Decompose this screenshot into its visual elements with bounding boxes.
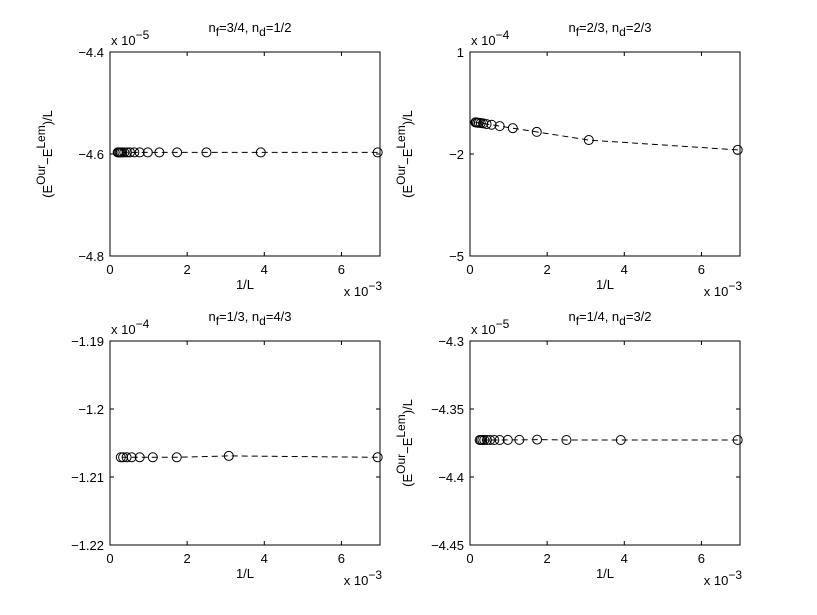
panel-3-data-point: [126, 452, 137, 463]
panel-1-data-point: [134, 147, 145, 158]
panel-4-y-tick-label: −4.45: [431, 538, 464, 553]
panel-3-y-tick-label: −1.2: [78, 402, 104, 417]
panel-3-data-point: [147, 452, 158, 463]
panel-1-x-tick-label: 2: [184, 262, 191, 277]
panel-3-y-tick-label: −1.22: [71, 538, 104, 553]
panel-1-x-multiplier: x 10−3: [344, 279, 383, 299]
panel-4-data-point: [481, 435, 492, 446]
panel-4-title: nf=1/4, nd=3/2: [568, 309, 651, 328]
panel-3-x-tick-label: 6: [338, 551, 345, 566]
panel-4-data-point: [732, 435, 743, 446]
panel-3-x-tick-label: 2: [184, 551, 191, 566]
panel-1-x-axis-label: 1/L: [236, 277, 254, 292]
panel-1-data-point: [172, 147, 183, 158]
panel-1-y-tick-label: −4.6: [78, 147, 104, 162]
panel-3-y-tick-label: −1.19: [71, 334, 104, 349]
panel-1-data-point: [112, 147, 123, 158]
panel-3-series-line: [120, 455, 378, 458]
panel-1-data-point: [255, 147, 266, 158]
panel-4-x-tick-label: 2: [544, 551, 551, 566]
panel-4-x-tick-label: 0: [466, 551, 473, 566]
panel-4-y-tick-label: −4.35: [431, 402, 464, 417]
panel-2-y-tick-label: −5: [449, 249, 464, 264]
panel-2-data-point: [583, 135, 594, 146]
panel-3: 0 2 4 6 −1.19 −1.2 −1.21 −1.22 x 10−4 x 10−3 1/L nf…: [71, 309, 383, 588]
panel-4-x-tick-label: 4: [621, 551, 628, 566]
panel-1-y-tick-label: −4.8: [78, 249, 104, 264]
panel-4-y-tick-label: −4.4: [438, 470, 464, 485]
panel-4-data-point: [502, 434, 513, 445]
panel-2-data-point: [531, 126, 542, 137]
panel-2-x-multiplier: x 10−3: [704, 279, 743, 299]
panel-4-data-point: [532, 434, 543, 445]
panel-3-x-tick-label: 4: [261, 551, 268, 566]
panel-2-data-point: [732, 144, 743, 155]
panel-3-data-point: [372, 452, 383, 463]
panel-1-data-point: [372, 147, 383, 158]
panel-4-y-multiplier: x 10−5: [471, 317, 510, 337]
panel-1-y-tick-label: −4.4: [78, 45, 104, 60]
panel-1-axes-box: [109, 51, 381, 257]
panel-1-x-tick-label: 6: [338, 262, 345, 277]
panel-1-x-tick-label: 0: [106, 262, 113, 277]
panel-2-title: nf=2/3, nd=2/3: [568, 20, 651, 39]
panel-2-y-axis-label: (EOur−ELem)/L: [394, 110, 415, 198]
panel-1-data-point: [201, 147, 212, 158]
panel-2-y-multiplier: x 10−4: [471, 28, 510, 48]
panel-3-y-multiplier: x 10−4: [111, 317, 150, 337]
panel-2: 0 2 4 6 1 −2 −5 x 10−4 x 10−3 1/L nf=2/3, nd=2/3 (E…: [394, 20, 743, 299]
panel-2-data-point: [507, 123, 518, 134]
panel-3-x-axis-label: 1/L: [236, 566, 254, 581]
panel-4-data-point: [494, 435, 505, 446]
panel-2-y-tick-label: 1: [457, 45, 464, 60]
panel-4-x-tick-label: 6: [698, 551, 705, 566]
panel-1-data-point: [129, 147, 140, 158]
panel-4-data-point: [615, 435, 626, 446]
panel-4-data-point: [514, 434, 525, 445]
panel-4-data-point: [489, 435, 500, 446]
panel-1: 0 2 4 6 −4.4 −4.6 −4.8 x 10−5 x 10−3 1/L nf=3/4, n…: [34, 20, 383, 299]
panel-2-y-tick-label: −2: [449, 147, 464, 162]
panel-3-axes-box: [109, 340, 381, 546]
panel-2-x-tick-label: 0: [466, 262, 473, 277]
panel-4-axes-box: [469, 340, 741, 546]
panel-4-y-axis-label: (EOur−ELem)/L: [394, 399, 415, 487]
panel-1-title: nf=3/4, nd=1/2: [208, 20, 291, 39]
panel-1-y-multiplier: x 10−5: [111, 28, 150, 48]
panel-3-data-point: [115, 452, 126, 463]
panel-1-x-tick-label: 4: [261, 262, 268, 277]
panel-3-data-point: [121, 452, 132, 463]
panel-3-data-point: [171, 452, 182, 463]
panel-4-data-point: [474, 435, 485, 446]
panel-2-x-tick-label: 6: [698, 262, 705, 277]
panel-3-y-tick-label: −1.21: [71, 470, 104, 485]
panel-2-series-line: [475, 121, 738, 151]
panel-2-x-axis-label: 1/L: [596, 277, 614, 292]
panel-2-axes-box: [469, 51, 741, 257]
panel-3-x-multiplier: x 10−3: [344, 568, 383, 588]
panel-3-data-point: [223, 450, 234, 461]
panel-3-data-point: [118, 452, 129, 463]
panel-3-x-tick-label: 0: [106, 551, 113, 566]
panel-2-x-tick-label: 2: [544, 262, 551, 277]
panel-4-x-multiplier: x 10−3: [704, 568, 743, 588]
panel-1-data-point: [142, 147, 153, 158]
panel-4-y-tick-label: −4.3: [438, 334, 464, 349]
panel-3-data-point: [134, 452, 145, 463]
panel-1-data-point: [154, 147, 165, 158]
panel-2-data-point: [470, 117, 481, 128]
panel-1-y-axis-label: (EOur−ELem)/L: [34, 110, 55, 198]
panel-4-x-axis-label: 1/L: [596, 566, 614, 581]
panel-2-data-point: [494, 121, 505, 132]
panel-3-title: nf=1/3, nd=4/3: [208, 309, 291, 328]
panel-4: 0 2 4 6 −4.3 −4.35 −4.4 −4.45 x 10−5 x 10−3 1/L nf=…: [394, 309, 743, 588]
panel-2-x-tick-label: 4: [621, 262, 628, 277]
panel-4-data-point: [561, 435, 572, 446]
